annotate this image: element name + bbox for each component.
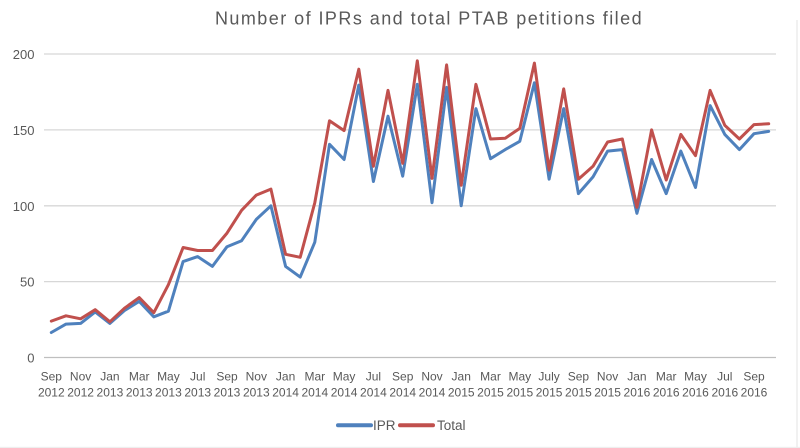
svg-text:2014: 2014 xyxy=(331,386,358,400)
svg-text:May: May xyxy=(508,370,531,384)
svg-text:Sep: Sep xyxy=(216,370,238,384)
svg-text:2013: 2013 xyxy=(155,386,182,400)
svg-text:2013: 2013 xyxy=(214,386,241,400)
svg-text:2013: 2013 xyxy=(184,386,211,400)
svg-text:2015: 2015 xyxy=(565,386,592,400)
svg-text:2014: 2014 xyxy=(389,386,416,400)
svg-text:2016: 2016 xyxy=(682,386,709,400)
svg-text:July: July xyxy=(538,370,559,384)
svg-text:2014: 2014 xyxy=(301,386,328,400)
svg-text:100: 100 xyxy=(13,199,35,214)
svg-text:Sep: Sep xyxy=(743,370,765,384)
svg-text:May: May xyxy=(157,370,180,384)
svg-text:2015: 2015 xyxy=(477,386,504,400)
svg-text:May: May xyxy=(684,370,707,384)
svg-text:Mar: Mar xyxy=(304,370,325,384)
svg-text:Jul: Jul xyxy=(717,370,732,384)
svg-text:2016: 2016 xyxy=(711,386,738,400)
svg-text:2016: 2016 xyxy=(624,386,651,400)
svg-text:2015: 2015 xyxy=(448,386,475,400)
svg-text:2014: 2014 xyxy=(272,386,299,400)
svg-text:2015: 2015 xyxy=(506,386,533,400)
svg-text:Nov: Nov xyxy=(421,370,442,384)
svg-text:Number of IPRs and total PTAB: Number of IPRs and total PTAB petitions … xyxy=(215,9,643,29)
svg-text:Nov: Nov xyxy=(597,370,618,384)
svg-text:Mar: Mar xyxy=(129,370,150,384)
svg-text:Sep: Sep xyxy=(568,370,590,384)
svg-text:50: 50 xyxy=(20,275,34,290)
svg-text:2013: 2013 xyxy=(97,386,124,400)
svg-text:Nov: Nov xyxy=(70,370,91,384)
svg-text:Jan: Jan xyxy=(627,370,646,384)
svg-text:2012: 2012 xyxy=(67,386,94,400)
svg-text:2016: 2016 xyxy=(741,386,768,400)
svg-text:Nov: Nov xyxy=(246,370,267,384)
svg-text:2015: 2015 xyxy=(536,386,563,400)
svg-text:2014: 2014 xyxy=(360,386,387,400)
svg-text:Total: Total xyxy=(437,418,466,433)
svg-text:Jul: Jul xyxy=(190,370,205,384)
svg-text:May: May xyxy=(333,370,356,384)
svg-text:Mar: Mar xyxy=(480,370,501,384)
svg-text:2015: 2015 xyxy=(594,386,621,400)
svg-text:Jan: Jan xyxy=(100,370,119,384)
svg-text:2012: 2012 xyxy=(38,386,65,400)
svg-text:2013: 2013 xyxy=(126,386,153,400)
svg-text:2013: 2013 xyxy=(243,386,270,400)
svg-text:IPR: IPR xyxy=(373,418,396,433)
svg-text:Sep: Sep xyxy=(392,370,414,384)
svg-text:2016: 2016 xyxy=(653,386,680,400)
svg-text:150: 150 xyxy=(13,123,35,138)
svg-text:2014: 2014 xyxy=(419,386,446,400)
svg-text:Sep: Sep xyxy=(41,370,63,384)
svg-text:Mar: Mar xyxy=(656,370,677,384)
svg-text:200: 200 xyxy=(13,47,35,62)
svg-text:Jan: Jan xyxy=(452,370,471,384)
svg-text:0: 0 xyxy=(27,350,34,365)
svg-text:Jul: Jul xyxy=(366,370,381,384)
svg-text:Jan: Jan xyxy=(276,370,295,384)
